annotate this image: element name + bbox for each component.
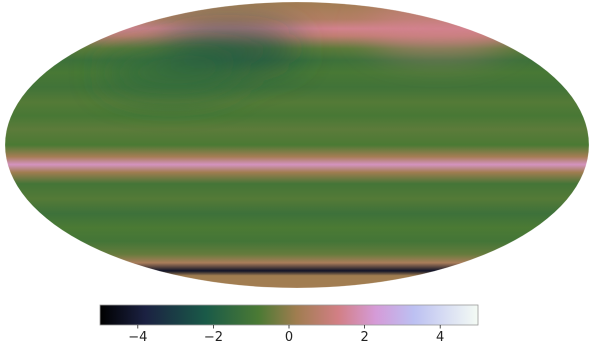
colorbar-tick-label: −4 [128,330,147,343]
colorbar-tick-label: 4 [436,330,444,343]
sky-map [4,1,590,289]
map-blob-1 [101,50,242,95]
colorbar-ramp [100,305,478,325]
colorbar-tick-label: 2 [360,330,368,343]
map-outline [4,1,590,289]
colorbar-ticks: −4 −2 0 2 4 [128,325,444,343]
map-blob-layer [101,6,509,95]
colorbar-tick-label: 0 [285,330,293,343]
colorbar: −4 −2 0 2 4 [99,304,479,343]
colorbar-tick-label: −2 [204,330,223,343]
map-blob-2 [368,6,509,51]
